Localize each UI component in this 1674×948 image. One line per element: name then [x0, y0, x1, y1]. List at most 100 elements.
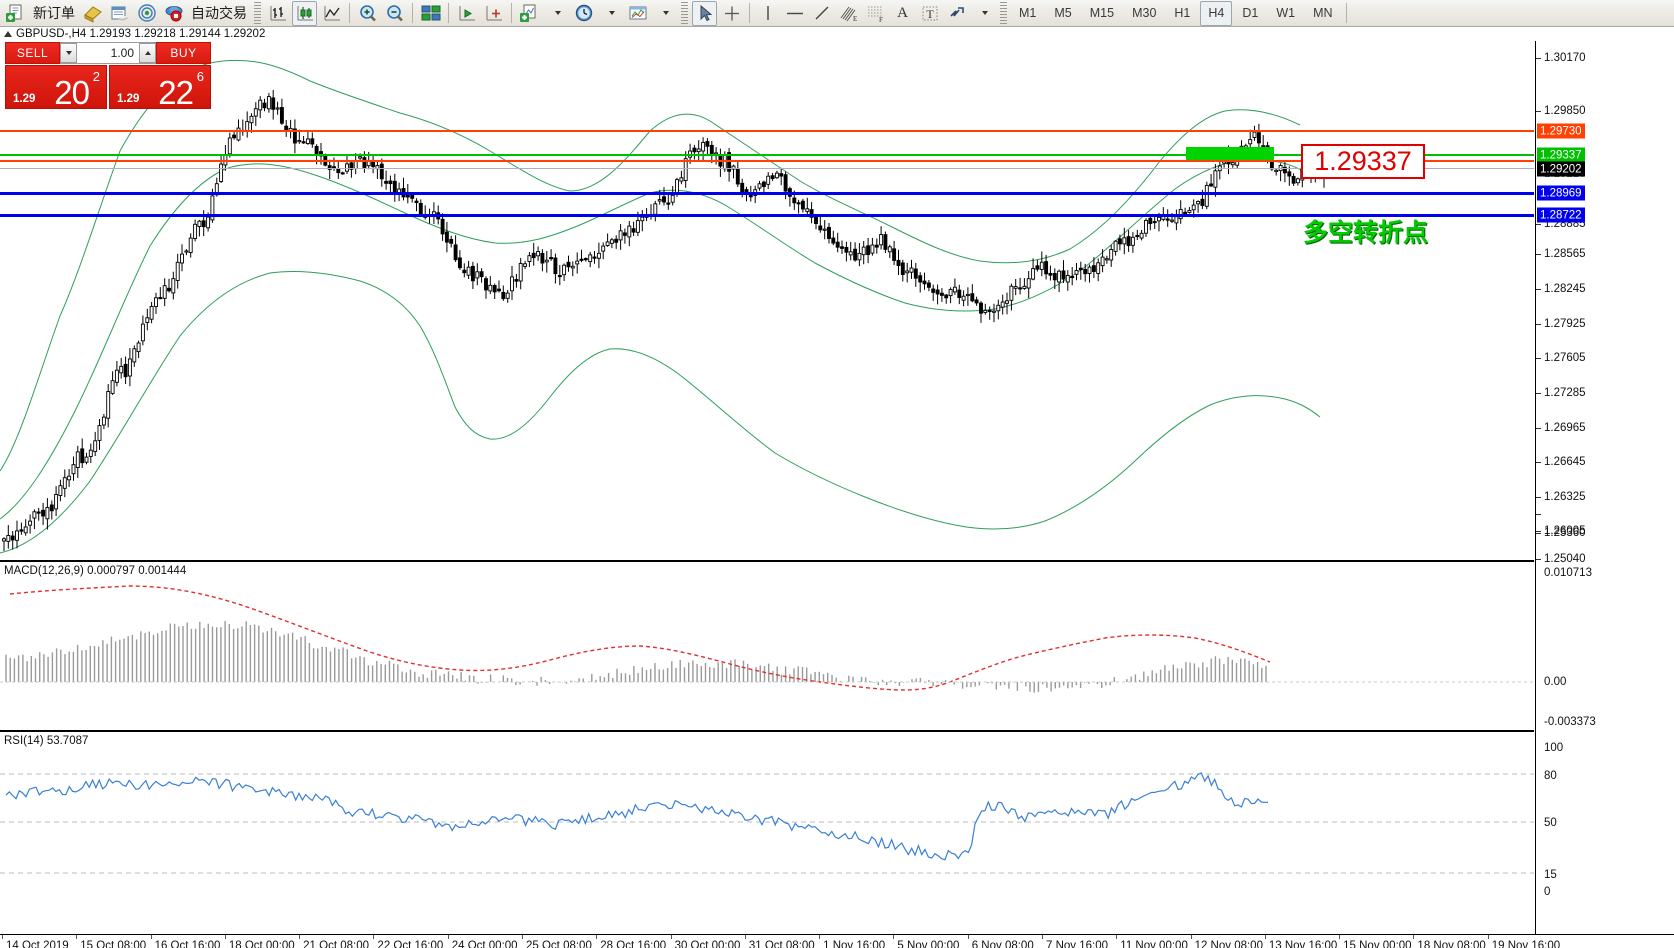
- time-axis-label: 13 Nov 16:00: [1268, 940, 1338, 948]
- chart-shift-icon[interactable]: [454, 1, 479, 26]
- sell-price-button[interactable]: 1.29 20 2: [5, 65, 107, 111]
- equidistant-channel-icon[interactable]: E: [836, 1, 861, 26]
- text-label-icon[interactable]: A: [897, 4, 908, 21]
- periods-icon[interactable]: [571, 1, 596, 26]
- price-tick-label: 1.26005: [1544, 525, 1586, 537]
- rsi-caption: RSI(14) 53.7087: [4, 735, 89, 747]
- templates-dropdown-arrow-icon[interactable]: [652, 1, 677, 26]
- candlestick-chart-icon[interactable]: [292, 0, 317, 26]
- data-window-icon[interactable]: [107, 1, 132, 26]
- line-chart-icon[interactable]: [319, 1, 344, 26]
- price-tick: [1536, 514, 1541, 515]
- time-axis-label: 6 Nov 08:00: [971, 940, 1034, 948]
- time-axis-label: 7 Nov 16:00: [1046, 940, 1109, 948]
- chart-plot-area[interactable]: MACD(12,26,9) 0.000797 0.001444 RSI(14) …: [0, 41, 1534, 948]
- time-axis[interactable]: 14 Oct 2019 15 Oct 08:00 16 Oct 16:00 18 Oc…: [0, 934, 1674, 948]
- rsi-tick-label: 0: [1544, 886, 1551, 898]
- trendline-icon[interactable]: [809, 1, 834, 26]
- macd-pane[interactable]: MACD(12,26,9) 0.000797 0.001444: [0, 564, 1534, 730]
- cursor-icon[interactable]: [692, 0, 717, 26]
- time-axis-label: 22 Oct 16:00: [377, 940, 444, 948]
- resistance-line-2[interactable]: [0, 160, 1534, 162]
- sell-button[interactable]: SELL: [5, 42, 60, 64]
- pivot-zone-highlight[interactable]: [1186, 147, 1274, 160]
- price-tick-label: 1.26325: [1544, 491, 1586, 503]
- periods-dropdown-arrow-icon[interactable]: [598, 1, 623, 26]
- time-axis-label: 15 Oct 08:00: [80, 940, 147, 948]
- time-axis-label: 11 Nov 00:00: [1120, 940, 1188, 948]
- resistance-line-1[interactable]: [0, 130, 1534, 132]
- expert-advisors-icon[interactable]: [80, 1, 105, 26]
- price-tick: [1536, 428, 1541, 429]
- time-axis-label: 19 Nov 16:00: [1491, 940, 1561, 948]
- new-order-label[interactable]: 新订单: [33, 6, 75, 22]
- timeframe-h1[interactable]: H1: [1174, 6, 1191, 20]
- timeframe-m30[interactable]: M30: [1132, 6, 1157, 20]
- one-click-trading-panel[interactable]: SELL 1.00 BUY 1.29 20 2: [5, 42, 211, 111]
- support-2-price-tag[interactable]: 1.28722: [1537, 207, 1585, 223]
- toolbar-grip[interactable]: [1000, 2, 1007, 24]
- timeframe-h4[interactable]: H4: [1200, 0, 1233, 26]
- pivot-line-green[interactable]: [0, 154, 1534, 156]
- timeframe-d1[interactable]: D1: [1242, 6, 1259, 20]
- arrows-icon[interactable]: [944, 1, 969, 26]
- chart-tile-icon[interactable]: [418, 1, 443, 26]
- autotrading-label[interactable]: 自动交易: [191, 6, 247, 22]
- time-axis-tick: [1264, 935, 1266, 939]
- price-annotation-box[interactable]: 1.29337: [1301, 144, 1425, 179]
- price-tick: [1536, 559, 1541, 560]
- collapse-triangle-icon[interactable]: [4, 30, 12, 37]
- time-axis-label: 24 Oct 00:00: [451, 940, 518, 948]
- toolbar-grip[interactable]: [254, 2, 261, 24]
- zoom-out-icon[interactable]: [382, 1, 407, 26]
- chart-window[interactable]: GBPUSD-,H4 1.29193 1.29218 1.29144 1.292…: [0, 27, 1674, 948]
- timeframe-w1[interactable]: W1: [1276, 6, 1296, 20]
- zoom-in-icon[interactable]: [355, 1, 380, 26]
- indicators-icon[interactable]: [517, 1, 542, 26]
- fibonacci-retracement-icon[interactable]: F: [863, 1, 888, 26]
- indicators-dropdown-arrow-icon[interactable]: [544, 1, 569, 26]
- price-pane[interactable]: [0, 41, 1534, 560]
- new-order-icon[interactable]: [3, 1, 28, 26]
- vertical-line-icon[interactable]: [755, 1, 780, 26]
- time-axis-tick: [224, 935, 226, 939]
- resistance-1-price-tag[interactable]: 1.29730: [1537, 123, 1585, 139]
- chart-autoscroll-icon[interactable]: [481, 1, 506, 26]
- volume-decrease-button[interactable]: [60, 43, 77, 63]
- sell-price-prefix: 1.29: [13, 93, 36, 105]
- horizontal-line-icon[interactable]: [782, 1, 807, 26]
- support-line-1[interactable]: [0, 192, 1534, 195]
- buy-button[interactable]: BUY: [156, 42, 211, 64]
- crosshair-icon[interactable]: [719, 1, 744, 26]
- price-tick-label: 1.30170: [1544, 52, 1586, 64]
- timeframe-m1[interactable]: M1: [1019, 6, 1037, 20]
- macd-signal-line: [9, 585, 1271, 691]
- rsi-pane[interactable]: RSI(14) 53.7087: [0, 734, 1534, 930]
- volume-increase-button[interactable]: [139, 43, 156, 63]
- signals-icon[interactable]: [134, 1, 159, 26]
- toolbar-grip[interactable]: [681, 2, 688, 24]
- volume-stepper[interactable]: 1.00: [60, 42, 156, 64]
- timeframe-mn[interactable]: MN: [1313, 6, 1333, 20]
- price-tick-label: 1.28565: [1544, 248, 1586, 260]
- buy-price-button[interactable]: 1.29 22 6: [109, 65, 211, 111]
- price-scale[interactable]: 1.30170 1.29850 1.29530 1.29210 1.28885 …: [1535, 41, 1674, 948]
- arrows-dropdown-arrow-icon[interactable]: [971, 1, 996, 26]
- pivot-price-tag[interactable]: 1.29337: [1537, 147, 1585, 163]
- timeframe-m5[interactable]: M5: [1054, 6, 1072, 20]
- text-icon[interactable]: T: [917, 1, 942, 26]
- price-tick: [1536, 58, 1541, 59]
- time-axis-tick: [1042, 935, 1043, 939]
- time-axis-label: 30 Oct 00:00: [674, 940, 741, 948]
- support-1-price-tag[interactable]: 1.28969: [1537, 185, 1585, 201]
- timeframe-m15[interactable]: M15: [1089, 6, 1115, 20]
- autotrading-icon[interactable]: [161, 1, 186, 26]
- price-tick-label: 1.28245: [1544, 283, 1586, 295]
- bar-chart-icon[interactable]: [265, 1, 290, 26]
- price-tick: [1536, 289, 1541, 290]
- support-line-2[interactable]: [0, 214, 1534, 217]
- price-tick: [1536, 497, 1541, 498]
- time-axis-label: 25 Oct 08:00: [526, 940, 592, 948]
- templates-icon[interactable]: [625, 1, 650, 26]
- volume-input[interactable]: 1.00: [77, 43, 139, 63]
